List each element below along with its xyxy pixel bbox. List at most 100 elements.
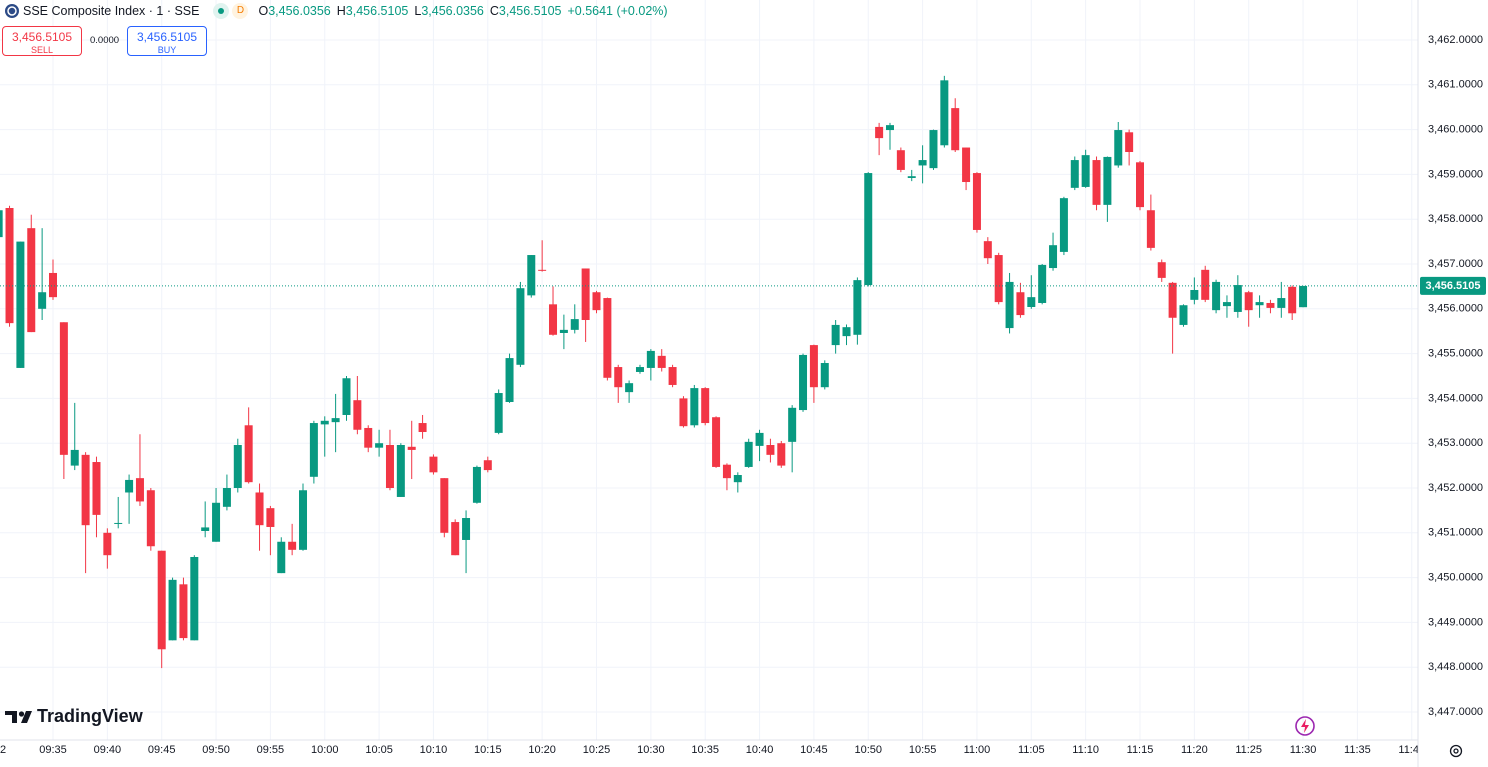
candle-body (712, 417, 721, 467)
legend-header: SSE Composite Index · 1 · SSE D O3,456.0… (4, 2, 674, 20)
candle-body (983, 241, 992, 259)
candle-body (1027, 297, 1036, 308)
x-tick-label: 09:35 (39, 744, 67, 756)
candle-body (1299, 285, 1308, 308)
candle-body (125, 479, 134, 493)
candle-body (1222, 302, 1231, 307)
candle-body (114, 522, 123, 524)
sell-button[interactable]: 3,456.5105 SELL (2, 26, 82, 56)
candle-body (494, 393, 503, 433)
candle-body (635, 367, 644, 372)
candle-body (559, 329, 568, 333)
candle-body (1114, 130, 1123, 166)
ohlc-value: 3,456.5105 (498, 4, 562, 18)
candle-body (385, 444, 394, 489)
candle-body (1070, 160, 1079, 188)
candle-body (299, 490, 308, 550)
candle-body (135, 478, 144, 502)
candle-body (972, 173, 981, 230)
y-tick-label: 3,449.0000 (1428, 616, 1483, 628)
candle-body (1103, 156, 1112, 205)
candle-body (809, 345, 818, 388)
candle-body (907, 176, 916, 178)
lightning-icon[interactable] (1294, 715, 1316, 737)
candle-body (451, 522, 460, 556)
x-tick-label: 09:50 (202, 744, 230, 756)
candle-body (396, 444, 405, 497)
candle-body (788, 407, 797, 442)
candle-body (1233, 285, 1242, 312)
x-tick-label: 09:55 (257, 744, 285, 756)
y-tick-label: 3,448.0000 (1428, 661, 1483, 673)
candle-body (603, 298, 612, 378)
candle-body (755, 432, 764, 446)
symbol-title[interactable]: SSE Composite Index · 1 · SSE (23, 4, 200, 18)
y-tick-label: 3,459.0000 (1428, 168, 1483, 180)
ohlc-key: L (414, 4, 422, 18)
candle-body (179, 584, 188, 639)
spread: 0.0000 (90, 35, 120, 46)
buy-button[interactable]: 3,456.5105 BUY (127, 26, 207, 56)
candle-body (266, 508, 275, 527)
candle-body (168, 579, 177, 641)
x-tick-label: 10:40 (746, 744, 774, 756)
ohlc-key: O (258, 4, 269, 18)
ohlc-key: C (489, 4, 499, 18)
x-tick-label: 10:45 (800, 744, 828, 756)
ohlc-value: 3,456.0356 (268, 4, 331, 18)
y-tick-label: 3,461.0000 (1428, 79, 1483, 91)
y-tick-label: 3,450.0000 (1428, 572, 1483, 584)
candle-body (320, 420, 329, 425)
x-tick-label: 09:40 (94, 744, 122, 756)
settings-icon[interactable] (1447, 742, 1465, 760)
x-tick-label: 10:25 (583, 744, 611, 756)
candle-body (233, 444, 242, 489)
x-tick-label: 10:35 (691, 744, 719, 756)
candle-body (92, 462, 101, 515)
candle-body (59, 322, 68, 455)
y-tick-label: 3,460.0000 (1428, 124, 1483, 136)
logo-icon (5, 710, 32, 723)
candle-body (277, 541, 286, 574)
status-dot (213, 3, 230, 19)
candle-body (103, 532, 112, 556)
candle-body (440, 478, 449, 533)
candle-body (190, 556, 199, 641)
candle-body (81, 454, 90, 526)
candle-body (407, 446, 416, 450)
candle-body (1136, 162, 1144, 208)
ohlc-value: 3,456.5105 (345, 4, 409, 18)
candle-body (5, 208, 14, 324)
y-tick-label: 3,457.0000 (1428, 258, 1483, 270)
candle-body (951, 108, 960, 151)
candle-body (288, 541, 297, 550)
candle-body (820, 363, 829, 388)
x-tick-label: 11:35 (1344, 744, 1371, 756)
candle-body (679, 398, 688, 427)
candle-body (1157, 262, 1166, 278)
candle-body (896, 150, 905, 170)
candle-body (353, 400, 362, 430)
candle-body (1081, 155, 1090, 187)
candle-body (1146, 210, 1155, 248)
candle-body (212, 502, 221, 542)
x-tick-label: 09:45 (148, 744, 176, 756)
candle-body (766, 444, 775, 455)
x-tick-label: 11:05 (1018, 744, 1045, 756)
brand-text: TradingView (37, 706, 143, 726)
candle-body (1179, 305, 1188, 325)
x-tick-label: 11:25 (1235, 744, 1262, 756)
x-tick-label: 10:00 (311, 744, 339, 756)
candle-body (875, 126, 884, 139)
y-tick-label: 3,455.0000 (1428, 348, 1483, 360)
candle-body (1038, 264, 1047, 303)
x-tick-label: 11:15 (1127, 744, 1154, 756)
candle-body (1092, 160, 1101, 205)
candle-body (657, 355, 666, 368)
candle-body (16, 241, 25, 368)
candle-body (472, 466, 481, 503)
candle-body (1059, 198, 1068, 252)
candle-body (940, 80, 949, 146)
interval-badge: D (232, 3, 249, 19)
candle-body (418, 423, 427, 433)
